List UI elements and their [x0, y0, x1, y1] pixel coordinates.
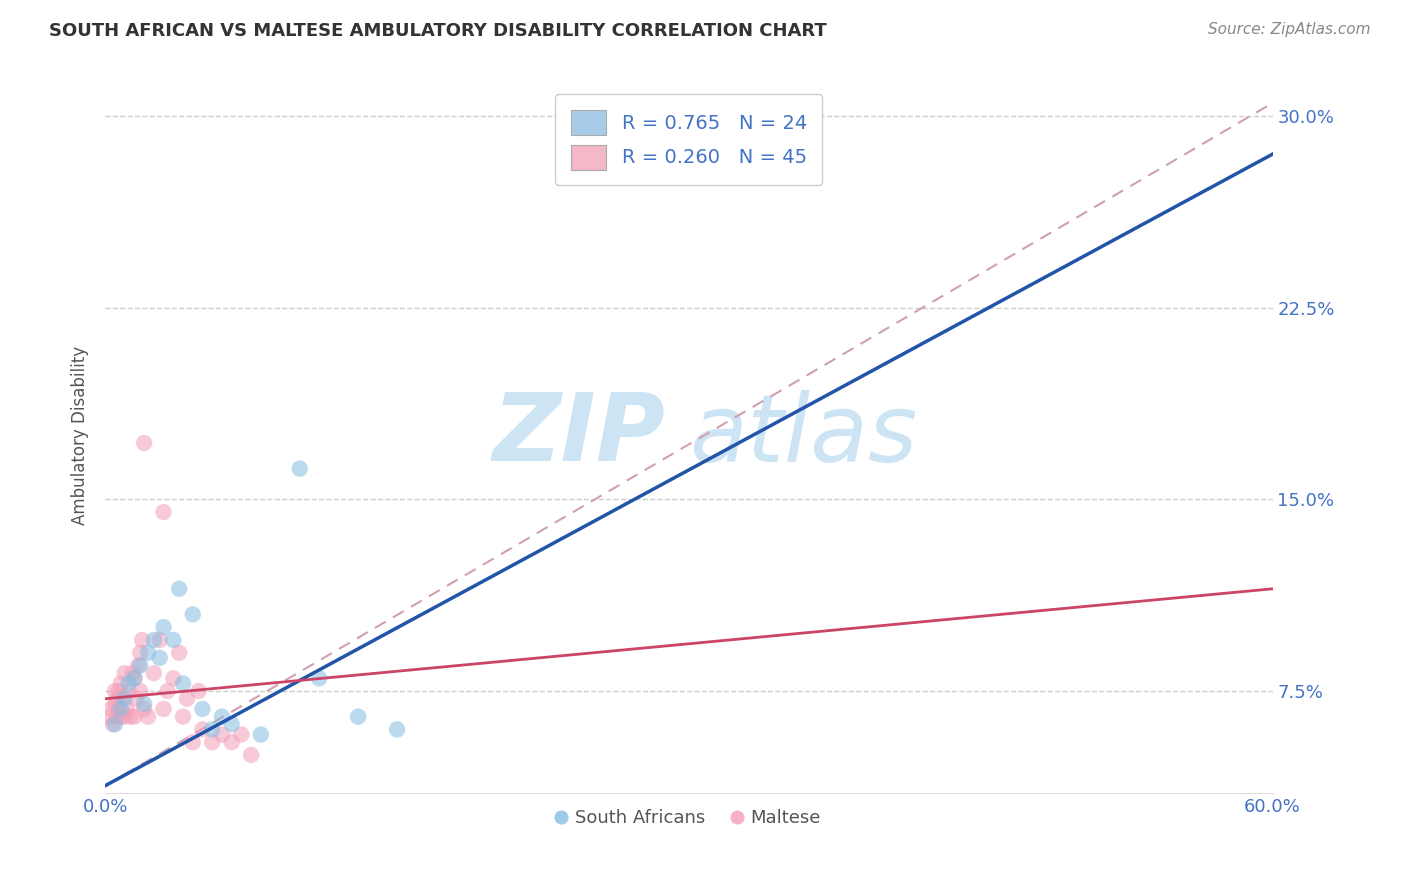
Point	[187, 684, 209, 698]
Text: ZIP: ZIP	[492, 390, 665, 482]
Point	[127, 658, 149, 673]
Point	[124, 709, 146, 723]
Point	[111, 691, 134, 706]
Point	[105, 691, 128, 706]
Point	[211, 727, 233, 741]
Point	[124, 671, 146, 685]
Point	[134, 702, 156, 716]
Point	[176, 691, 198, 706]
Point	[120, 709, 142, 723]
Point	[110, 709, 132, 723]
Y-axis label: Ambulatory Disability: Ambulatory Disability	[72, 346, 89, 525]
Point	[104, 717, 127, 731]
Point	[108, 684, 131, 698]
Point	[156, 684, 179, 698]
Point	[129, 646, 152, 660]
Point	[136, 646, 159, 660]
Point	[108, 702, 131, 716]
Point	[100, 702, 122, 716]
Point	[117, 684, 139, 698]
Point	[131, 632, 153, 647]
Point	[101, 717, 124, 731]
Point	[124, 671, 146, 685]
Point	[136, 709, 159, 723]
Point	[181, 735, 204, 749]
Point	[240, 747, 263, 762]
Point	[221, 735, 243, 749]
Point	[231, 727, 253, 741]
Point	[162, 671, 184, 685]
Point	[114, 666, 136, 681]
Point	[201, 723, 224, 737]
Point	[110, 676, 132, 690]
Point	[117, 676, 139, 690]
Point	[167, 646, 190, 660]
Point	[142, 632, 165, 647]
Point	[308, 671, 330, 685]
Point	[105, 709, 128, 723]
Point	[152, 702, 174, 716]
Point	[152, 620, 174, 634]
Point	[110, 702, 132, 716]
Point	[162, 632, 184, 647]
Point	[149, 632, 172, 647]
Point	[115, 702, 138, 716]
Point	[152, 505, 174, 519]
Point	[98, 709, 121, 723]
Point	[142, 666, 165, 681]
Point	[167, 582, 190, 596]
Point	[104, 684, 127, 698]
Point	[181, 607, 204, 622]
Point	[385, 723, 408, 737]
Point	[129, 684, 152, 698]
Point	[114, 709, 136, 723]
Point	[149, 650, 172, 665]
Point	[114, 691, 136, 706]
Point	[201, 735, 224, 749]
Point	[125, 691, 148, 706]
Point	[134, 436, 156, 450]
Text: atlas: atlas	[689, 390, 917, 481]
Point	[288, 461, 311, 475]
Point	[221, 717, 243, 731]
Point	[104, 697, 127, 711]
Point	[129, 658, 152, 673]
Point	[211, 709, 233, 723]
Point	[347, 709, 370, 723]
Point	[250, 727, 273, 741]
Point	[172, 709, 194, 723]
Legend: South Africans, Maltese: South Africans, Maltese	[550, 802, 828, 834]
Point	[134, 697, 156, 711]
Text: SOUTH AFRICAN VS MALTESE AMBULATORY DISABILITY CORRELATION CHART: SOUTH AFRICAN VS MALTESE AMBULATORY DISA…	[49, 22, 827, 40]
Point	[121, 666, 143, 681]
Point	[191, 723, 214, 737]
Point	[191, 702, 214, 716]
Text: Source: ZipAtlas.com: Source: ZipAtlas.com	[1208, 22, 1371, 37]
Point	[172, 676, 194, 690]
